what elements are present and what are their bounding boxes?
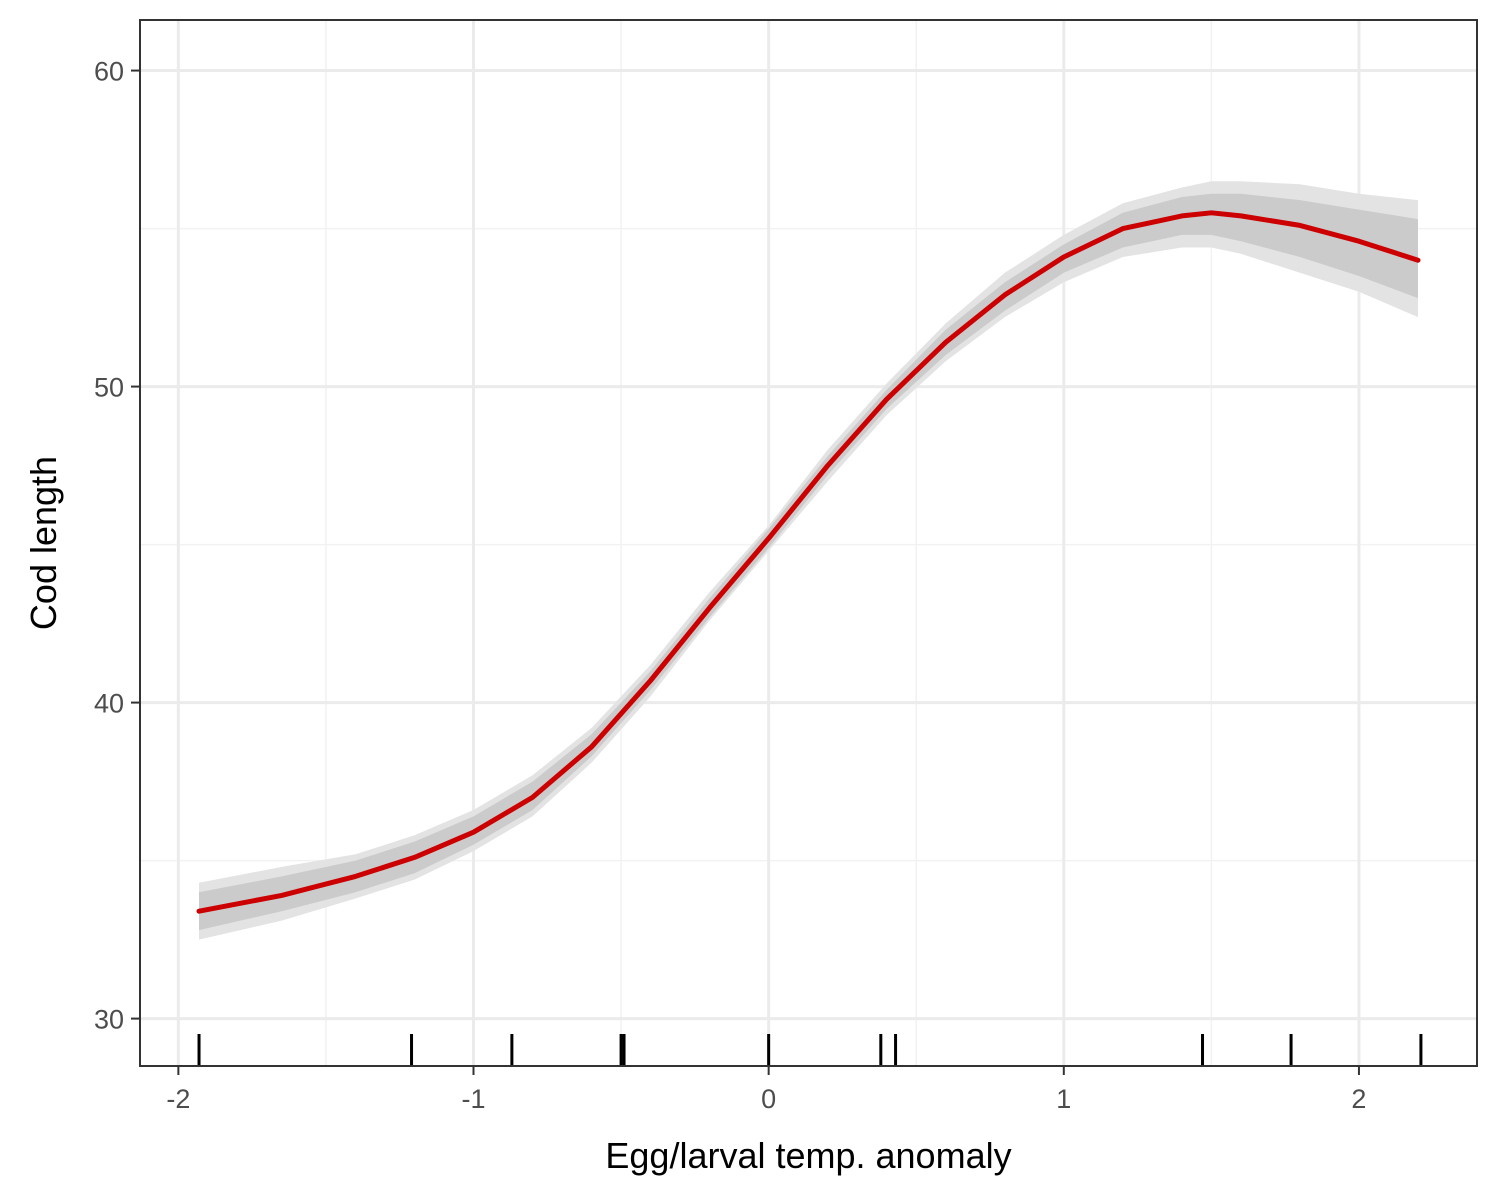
fitted-line [196, 210, 1421, 914]
x-tick-label: 2 [1351, 1084, 1366, 1114]
y-tick-label: 40 [94, 689, 124, 719]
y-tick-label: 30 [94, 1005, 124, 1035]
x-tick-label: -2 [166, 1084, 190, 1114]
y-tick-label: 60 [94, 57, 124, 87]
y-axis-title: Cod length [23, 456, 64, 630]
x-axis-title: Egg/larval temp. anomaly [605, 1135, 1011, 1176]
x-tick-label: 1 [1056, 1084, 1071, 1114]
rug-marks [197, 1034, 1423, 1066]
confidence-band-1 [199, 181, 1418, 940]
confidence-band-2 [199, 193, 1418, 931]
fitted-line-layer [196, 210, 1421, 914]
x-tick-label: -1 [462, 1084, 486, 1114]
axis-ticks: -2 -1 0 1 2 30 40 50 60 [94, 57, 1367, 1114]
confidence-ribbons [199, 181, 1418, 940]
y-tick-label: 50 [94, 373, 124, 403]
grid-lines [140, 20, 1477, 1066]
x-tick-label: 0 [761, 1084, 776, 1114]
panel-border [139, 19, 1478, 1067]
